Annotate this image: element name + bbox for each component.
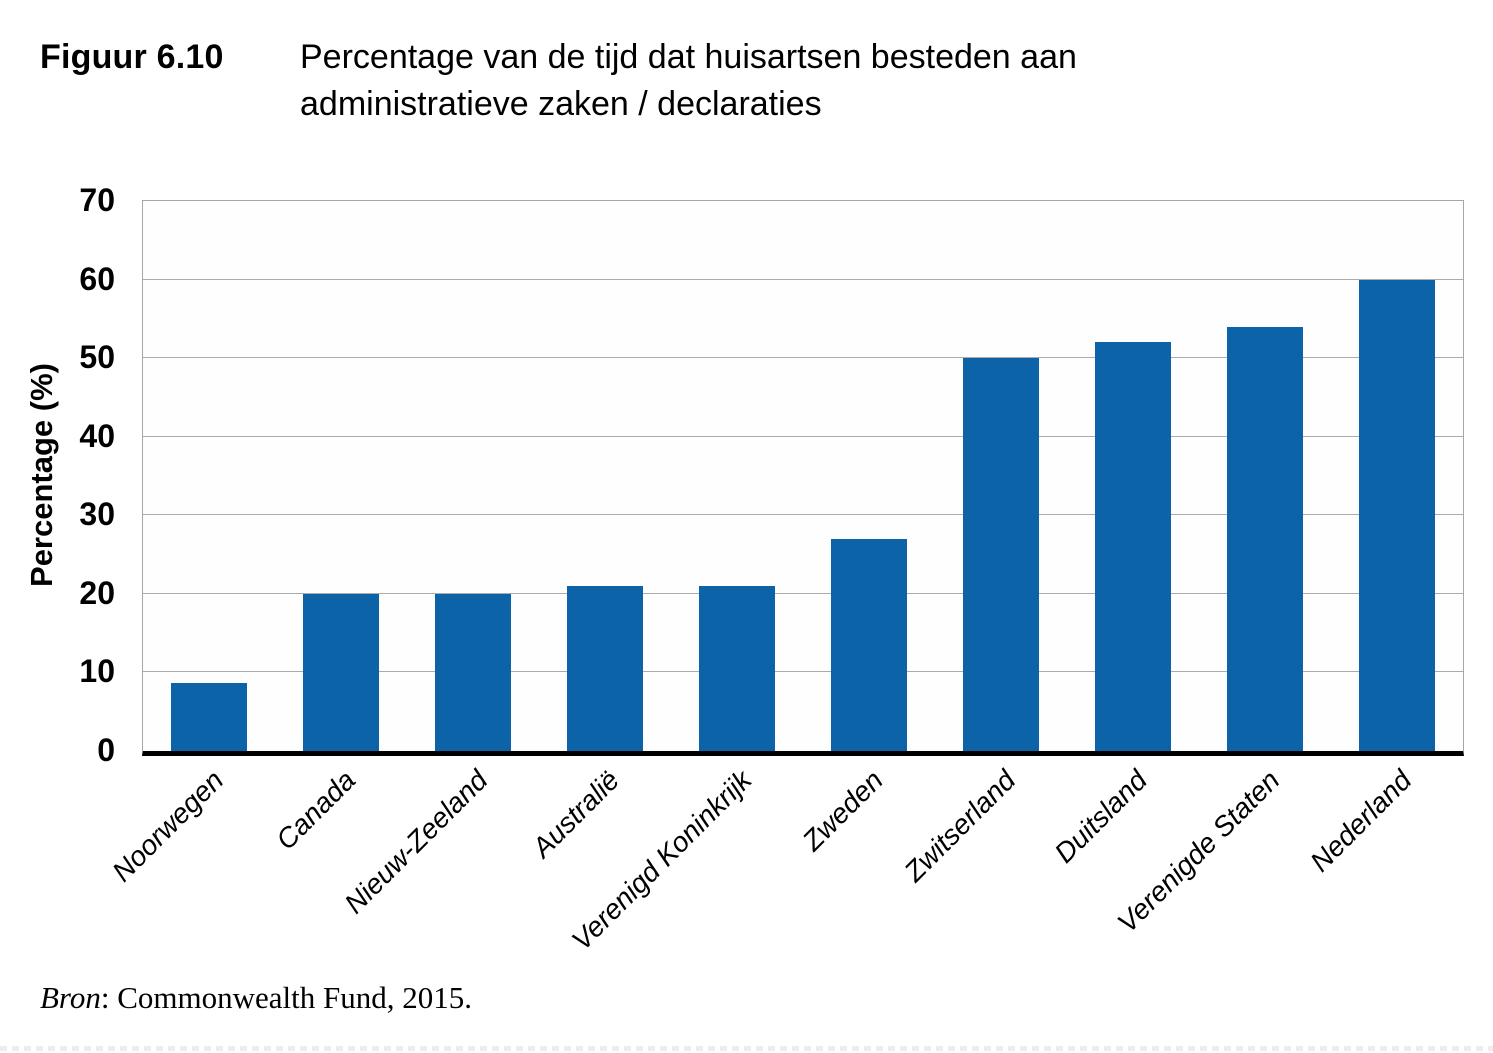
y-tick-label: 20 [79,574,115,611]
bar [699,586,775,751]
source-label: Bron [40,980,101,1015]
bar [171,682,247,751]
x-axis-label: Duitsland [1048,764,1154,869]
plot-area [142,200,1464,756]
x-axis-labels: Noorwegen Canada Nieuw-Zeeland Australië Ver… [106,764,1462,980]
gridline [143,357,1463,359]
x-axis-label: Canada [269,764,362,856]
y-tick-label: 30 [79,496,115,533]
gridline [143,278,1463,280]
y-tick-label: 10 [79,653,115,690]
y-tick-label: 0 [97,732,115,768]
x-axis-label: Zweden [796,764,890,857]
figure-title: Percentage van de tijd dat huisartsen be… [300,38,1077,123]
bar [303,593,379,751]
y-tick-label: 40 [79,417,115,454]
bar [831,538,907,751]
gridline [143,671,1463,673]
x-axis-label: Noorwegen [106,764,230,888]
gridline [143,514,1463,516]
bar [963,358,1039,751]
y-axis-ticks: 0 10 20 30 40 50 60 70 [15,184,115,766]
bar [1095,342,1171,751]
bar [1227,326,1303,751]
figure-label: Figuur 6.10 [40,38,224,76]
bar [435,593,511,751]
gridline [143,592,1463,594]
source-text: : Commonwealth Fund, 2015. [100,980,472,1015]
x-axis-label: Nederland [1303,764,1418,878]
x-axis-label: Australië [526,764,626,864]
y-tick-label: 70 [79,182,115,218]
x-axis-label: Nieuw-Zeeland [338,764,494,920]
figure-header: Figuur 6.10 Percentage van de tijd dat h… [40,34,1240,128]
halftone-strip [0,1046,1493,1051]
source-note: Bron: Commonwealth Fund, 2015. [40,980,472,1016]
gridline [143,435,1463,437]
x-axis-label: Zwitserland [898,764,1022,888]
y-tick-label: 50 [79,339,115,376]
y-tick-label: 60 [79,260,115,297]
bar [567,586,643,751]
bar [1359,279,1435,751]
